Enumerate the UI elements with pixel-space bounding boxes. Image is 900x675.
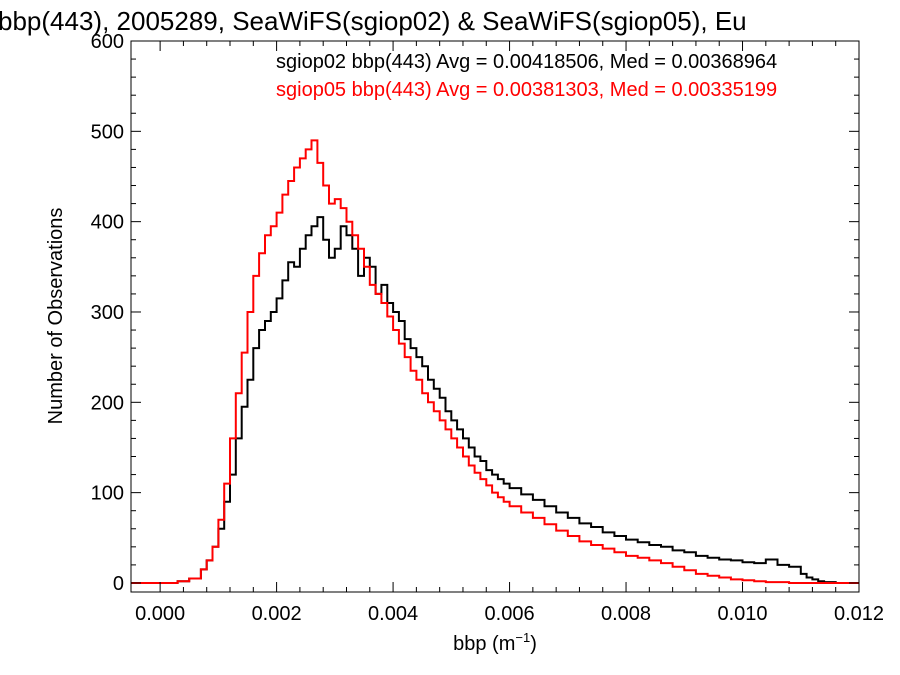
x-tick-label: 0.000 xyxy=(135,603,185,625)
series-line-sgiop05 xyxy=(131,139,859,584)
y-tick-label: 400 xyxy=(91,212,124,234)
legend-entry-sgiop05: sgiop05 bbp(443) Avg = 0.00381303, Med =… xyxy=(276,79,777,101)
y-tick-label: 600 xyxy=(91,31,124,53)
x-tick-label: 0.010 xyxy=(717,603,767,625)
chart-title: bbp(443), 2005289, SeaWiFS(sgiop02) & Se… xyxy=(0,6,747,36)
x-tick-label: 0.012 xyxy=(834,603,884,625)
y-tick-label: 100 xyxy=(91,483,124,505)
plot-frame xyxy=(130,40,860,593)
ticks-layer: 0.000 0.002 0.004 0.006 0.008 0.010 0.012 0 100 2… xyxy=(91,31,884,625)
legend-entry-sgiop02: sgiop02 bbp(443) Avg = 0.00418506, Med =… xyxy=(276,51,777,73)
x-tick-label: 0.006 xyxy=(485,603,535,625)
x-tick-label: 0.004 xyxy=(368,603,418,625)
x-tick-label: 0.002 xyxy=(252,603,302,625)
x-tick-label: 0.008 xyxy=(601,603,651,625)
y-tick-label: 200 xyxy=(91,392,124,414)
y-tick-label: 300 xyxy=(91,302,124,324)
series-layer xyxy=(131,139,859,584)
x-axis-label-exponent: −1 xyxy=(515,630,530,645)
x-axis-label: bbp (m−1) xyxy=(453,630,537,655)
y-tick-label: 0 xyxy=(113,573,124,595)
series-line-sgiop02 xyxy=(131,216,859,584)
x-axis-label-close: ) xyxy=(530,633,537,655)
y-tick-label: 500 xyxy=(91,121,124,143)
y-axis-label: Number of Observations xyxy=(45,208,67,425)
x-axis-label-main: bbp (m xyxy=(453,633,515,655)
